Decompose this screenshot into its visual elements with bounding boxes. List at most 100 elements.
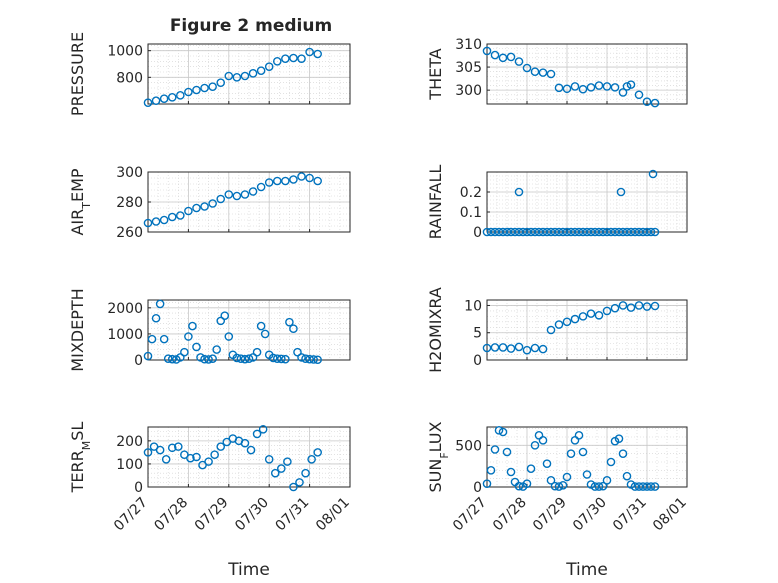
data-point [606,457,616,467]
y-tick-label: 0 [473,225,482,241]
data-point [646,482,656,491]
data-point [482,479,492,488]
axes-box [486,43,688,105]
data-point [151,313,161,323]
data-point [246,445,256,455]
data-point [566,227,576,237]
data-point [159,215,169,225]
y-tick-label: 0.2 [460,185,482,201]
data-point [289,53,298,63]
data-point [167,212,177,222]
data-point [167,354,177,364]
y-tick-label: 10 [464,298,482,314]
data-point [176,211,185,220]
data-point [240,190,250,199]
data-point [618,227,628,237]
data-point [212,345,221,354]
data-point [578,312,588,321]
data-point [646,227,656,237]
y-tick-label: 1000 [107,44,143,60]
data-point [256,182,266,192]
data-point [224,332,234,341]
data-point [622,82,632,91]
data-point [574,431,584,440]
data-point [186,453,195,463]
data-point [184,332,193,341]
data-point [554,320,564,329]
data-point [301,354,310,363]
data-point [224,71,234,81]
data-point [161,455,171,464]
data-point [510,227,520,237]
data-point [626,80,636,89]
data-point [277,464,286,473]
data-point [522,345,532,355]
y-axis-label: AIRTEMP [68,168,93,235]
axes-box [147,43,351,105]
data-point [586,83,596,92]
data-point [498,343,508,352]
data-point [514,481,524,491]
data-point [602,82,612,91]
data-point [578,84,588,94]
data-point [566,449,576,458]
data-point [574,227,584,237]
data-point [562,317,572,327]
data-point [171,355,181,364]
data-point [272,354,282,363]
data-point [295,478,304,487]
data-point [248,69,258,78]
x-axis-label: Time [565,560,608,580]
data-point [313,49,322,59]
data-point [502,447,512,457]
data-point [618,301,628,310]
data-point [155,299,165,309]
data-point [180,347,189,357]
data-point [582,470,592,479]
data-point [184,206,193,216]
y-tick-label: 0.1 [460,205,482,221]
data-point [256,321,266,331]
subplot-air_temp: 260 280 300 AIRTEMP [68,165,351,241]
data-point [626,227,636,237]
data-point [618,88,628,97]
data-point [550,227,560,237]
data-point [614,434,624,443]
data-point [638,227,648,237]
data-point [490,445,500,454]
data-point [602,476,612,485]
y-tick-label: 2000 [107,301,143,317]
data-point [634,482,644,491]
data-point [562,227,572,237]
y-tick-label: 0 [134,480,143,496]
data-point [297,172,306,181]
data-point [650,301,660,311]
data-point [610,303,620,313]
subplot-mixdepth: 0 1000 2000 MIXDEPTH [68,288,351,372]
data-point [272,57,282,66]
data-point [283,457,292,466]
data-point [200,83,209,93]
data-point [630,482,640,491]
data-point [297,353,306,362]
subplot-rainfall: 0 0.1 0.2 RAINFALL [426,165,688,241]
data-point [586,227,596,237]
data-point [220,311,230,320]
data-point [143,98,153,107]
data-point [530,343,540,353]
data-point [586,309,596,318]
data-point [305,47,314,57]
y-tick-label: 305 [455,60,482,76]
data-point [558,227,568,237]
data-point [626,303,636,312]
data-point [289,482,298,492]
data-point [498,227,508,237]
data-point [240,354,250,364]
data-point [638,482,648,491]
data-point [208,82,217,91]
data-point [482,343,492,353]
data-point [514,342,524,352]
data-point [486,466,496,475]
data-point [482,227,492,237]
axes-box [147,426,351,488]
